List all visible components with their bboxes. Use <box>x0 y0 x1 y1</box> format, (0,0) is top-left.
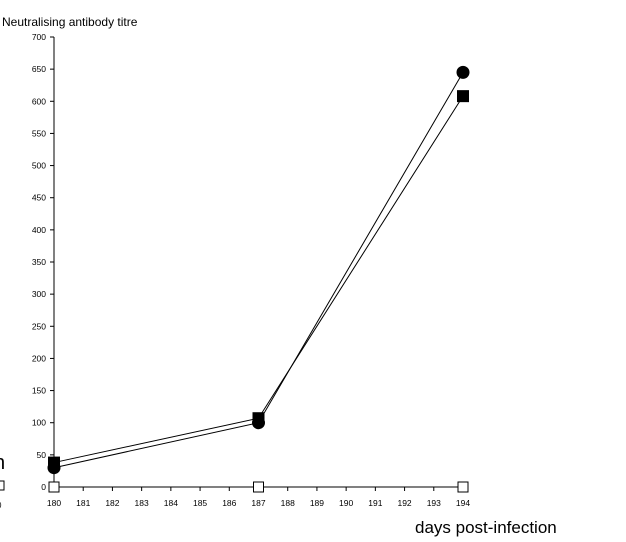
x-tick-label: 189 <box>310 498 324 508</box>
y-tick-label: 100 <box>32 418 46 428</box>
y-tick-label: 200 <box>32 353 46 363</box>
y-tick-label: 550 <box>32 128 46 138</box>
x-tick-label: 182 <box>105 498 119 508</box>
y-tick-label: 350 <box>32 257 46 267</box>
series-2 <box>48 90 469 469</box>
y-tick-label: 450 <box>32 193 46 203</box>
series-2-line <box>53 95 464 464</box>
x-ticks: 180 181 182 183 184 185 186 187 188 189 190 191 192 1… <box>47 487 470 508</box>
y-tick-label: 600 <box>32 96 46 106</box>
x-axis-title: days post-infection <box>415 518 557 537</box>
series-3 <box>48 481 469 493</box>
data-point <box>456 65 470 79</box>
y-tick-label: 700 <box>32 32 46 42</box>
svg-text:n: n <box>0 452 5 474</box>
y-tick-label: 150 <box>32 386 46 396</box>
data-point <box>457 90 469 103</box>
x-tick-label: 192 <box>397 498 411 508</box>
y-tick-label: 300 <box>32 289 46 299</box>
series-1-line <box>53 72 464 469</box>
y-tick-label: 500 <box>32 161 46 171</box>
x-tick-label: 185 <box>193 498 207 508</box>
x-tick-label: 187 <box>251 498 265 508</box>
x-tick-label: 194 <box>456 498 470 508</box>
data-point <box>48 456 60 469</box>
svg-text:0: 0 <box>0 501 2 510</box>
y-axis-title: Neutralising antibody titre <box>2 15 138 29</box>
x-tick-label: 183 <box>135 498 149 508</box>
x-tick-label: 181 <box>76 498 90 508</box>
data-point <box>457 481 469 493</box>
y-tick-label: 400 <box>32 225 46 235</box>
y-tick-label: 0 <box>41 482 46 492</box>
series-group <box>47 65 470 493</box>
data-point <box>48 481 60 493</box>
x-tick-label: 188 <box>281 498 295 508</box>
x-tick-label: 193 <box>427 498 441 508</box>
data-point <box>253 481 264 493</box>
x-tick-label: 180 <box>47 498 61 508</box>
y-tick-label: 650 <box>32 64 46 74</box>
x-tick-label: 184 <box>164 498 178 508</box>
x-tick-label: 186 <box>222 498 236 508</box>
y-tick-label: 250 <box>32 321 46 331</box>
x-tick-label: 191 <box>368 498 382 508</box>
x-tick-label: 190 <box>339 498 353 508</box>
data-point <box>252 412 265 425</box>
y-tick-label: 50 <box>37 450 47 460</box>
y-ticks: 0 50 100 150 200 250 300 350 400 450 500 550 600 650 7… <box>32 32 54 492</box>
left-edge-fragment: n 0 <box>0 452 5 510</box>
